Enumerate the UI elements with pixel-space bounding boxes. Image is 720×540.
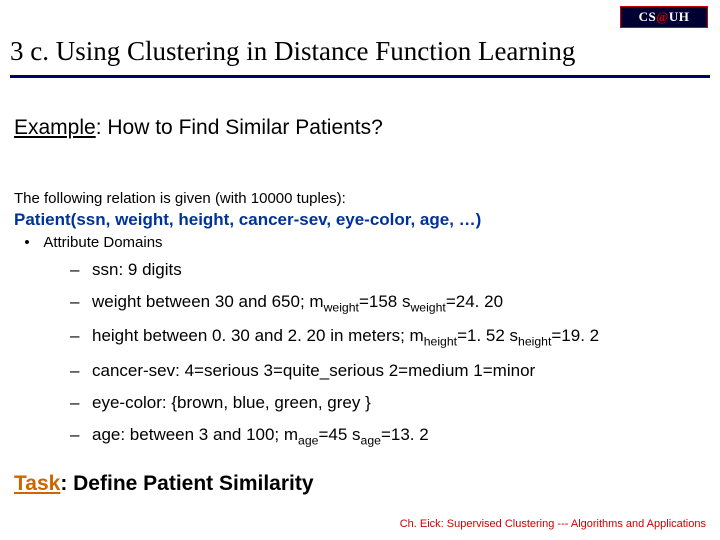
logo: CS@UH — [620, 6, 708, 28]
footer-text: Ch. Eick: Supervised Clustering --- Algo… — [400, 518, 706, 530]
bullet-icon: • — [14, 234, 40, 251]
attribute-domains-header: • Attribute Domains — [14, 234, 163, 251]
logo-left: CS — [639, 9, 657, 24]
task-label: Task — [14, 472, 60, 495]
list-item: age: between 3 and 100; mage=45 sage=13.… — [70, 425, 700, 447]
logo-text: CS@UH — [639, 9, 690, 25]
logo-right: UH — [669, 9, 690, 24]
title-underline — [10, 75, 710, 78]
attribute-list: ssn: 9 digits weight between 30 and 650;… — [70, 260, 700, 459]
title-block: 3 c. Using Clustering in Distance Functi… — [10, 36, 710, 78]
list-item: weight between 30 and 650; mweight=158 s… — [70, 292, 700, 314]
list-item: ssn: 9 digits — [70, 260, 700, 280]
task-text: : Define Patient Similarity — [60, 472, 313, 495]
slide-title: 3 c. Using Clustering in Distance Functi… — [10, 36, 710, 73]
logo-at: @ — [656, 9, 669, 24]
task-line: Task: Define Patient Similarity — [14, 472, 314, 496]
example-label: Example — [14, 116, 96, 139]
attribute-domains-label: Attribute Domains — [43, 234, 162, 251]
intro-text: The following relation is given (with 10… — [14, 190, 346, 207]
relation-schema: Patient(ssn, weight, height, cancer-sev,… — [14, 210, 481, 230]
list-item: cancer-sev: 4=serious 3=quite_serious 2=… — [70, 361, 700, 381]
list-item: height between 0. 30 and 2. 20 in meters… — [70, 326, 700, 348]
example-text: : How to Find Similar Patients? — [96, 116, 383, 139]
list-item: eye-color: {brown, blue, green, grey } — [70, 393, 700, 413]
example-line: Example: How to Find Similar Patients? — [14, 116, 383, 140]
